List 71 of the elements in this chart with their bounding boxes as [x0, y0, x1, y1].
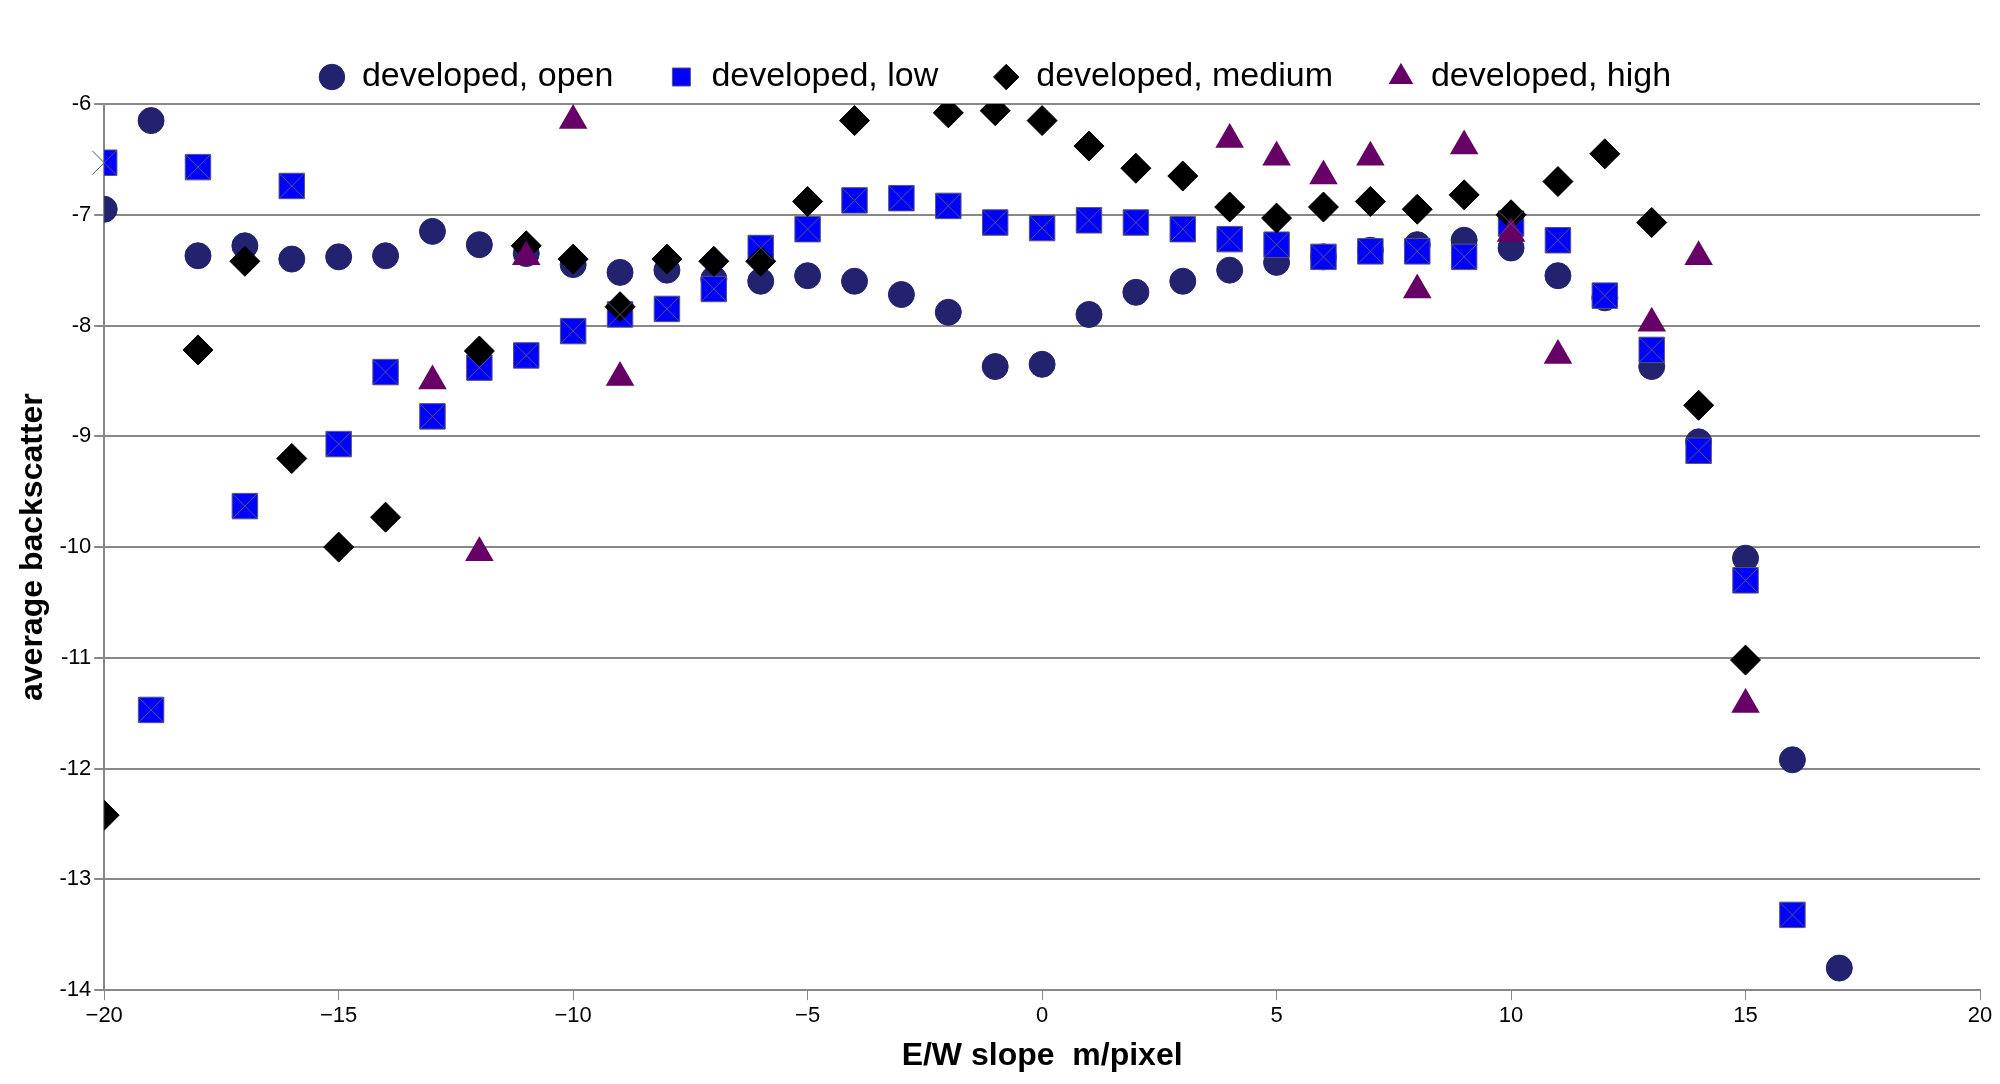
point — [1122, 278, 1150, 306]
y-tick-label: -13 — [59, 865, 92, 891]
x-tick-label: 10 — [1498, 1002, 1524, 1028]
legend-label: developed, low — [711, 55, 939, 94]
legend-label: developed, open — [361, 55, 614, 94]
point — [184, 242, 212, 270]
point — [1075, 300, 1103, 328]
y-axis-title: average backscatter — [13, 393, 50, 701]
point — [276, 442, 308, 474]
point — [1825, 954, 1853, 982]
point — [841, 267, 869, 295]
legend-label: developed, high — [1430, 55, 1672, 94]
point — [1028, 350, 1056, 378]
point — [1683, 389, 1715, 421]
point — [557, 243, 589, 275]
point — [1778, 746, 1806, 774]
y-tick-label: -10 — [59, 533, 92, 559]
y-tick-label: -11 — [61, 643, 92, 669]
point — [1216, 256, 1244, 284]
point — [1261, 202, 1293, 234]
point — [794, 262, 822, 290]
legend-label: developed, medium — [1036, 55, 1333, 94]
point — [887, 281, 915, 309]
y-tick-label: -9 — [71, 422, 92, 448]
x-axis-title: E/W slope m/pixel — [901, 1035, 1183, 1072]
point — [372, 242, 400, 270]
point — [229, 245, 261, 277]
point — [182, 334, 214, 366]
point — [1214, 191, 1246, 223]
x-tick-label: −5 — [795, 1002, 821, 1028]
point — [1589, 138, 1621, 170]
point — [698, 245, 730, 277]
point — [465, 231, 493, 259]
point — [606, 258, 634, 286]
point — [651, 243, 683, 275]
point — [1544, 262, 1572, 290]
x-tick-label: 15 — [1733, 1002, 1758, 1028]
y-tick-label: -12 — [59, 754, 92, 780]
point — [839, 105, 871, 137]
point — [1542, 166, 1574, 198]
point — [325, 243, 353, 271]
point — [792, 185, 824, 217]
point — [1026, 105, 1058, 137]
point — [1120, 152, 1152, 184]
point — [934, 298, 962, 326]
point — [323, 531, 355, 563]
y-tick-label: -7 — [71, 200, 92, 226]
y-tick-label: -8 — [71, 311, 92, 337]
y-tick-label: -6 — [71, 90, 92, 116]
point — [137, 107, 165, 135]
point — [1401, 193, 1433, 225]
point — [370, 501, 402, 533]
point — [1167, 160, 1199, 192]
x-tick-label: −10 — [554, 1002, 592, 1028]
point — [1307, 191, 1339, 223]
x-tick-label: 20 — [1967, 1002, 1993, 1028]
point — [418, 217, 446, 245]
y-tick-label: -14 — [59, 976, 92, 1002]
point — [1073, 130, 1105, 162]
point — [1730, 644, 1762, 676]
x-tick-label: −15 — [320, 1002, 358, 1028]
point — [1354, 185, 1386, 217]
point — [278, 245, 306, 273]
x-tick-label: −20 — [85, 1002, 123, 1028]
x-tick-label: 5 — [1270, 1002, 1283, 1028]
x-tick-label: 0 — [1035, 1002, 1049, 1028]
point — [981, 353, 1009, 381]
point — [1169, 267, 1197, 295]
point — [463, 335, 495, 367]
point — [1636, 207, 1668, 239]
point — [1448, 179, 1480, 211]
